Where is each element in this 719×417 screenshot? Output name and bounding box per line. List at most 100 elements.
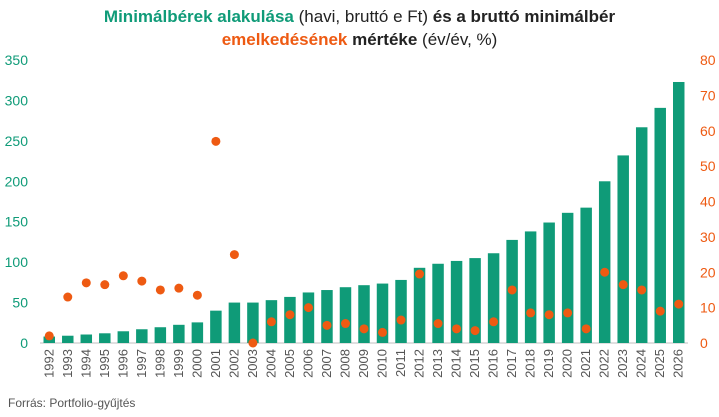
scatter-point bbox=[544, 310, 554, 320]
scatter-point bbox=[100, 280, 110, 290]
y-right-tick-label: 30 bbox=[700, 229, 716, 245]
x-tick-label: 1999 bbox=[171, 349, 186, 378]
bar bbox=[284, 296, 296, 343]
scatter-point bbox=[415, 269, 425, 279]
scatter-point bbox=[489, 317, 499, 327]
y-right-tick-label: 60 bbox=[700, 123, 716, 139]
title-line-1: Minimálbérek alakulása (havi, bruttó e F… bbox=[0, 5, 719, 28]
bar bbox=[80, 334, 93, 343]
y-left-tick-label: 0 bbox=[20, 335, 28, 351]
title-part-2: (havi, bruttó e Ft) bbox=[293, 7, 433, 26]
scatter-point bbox=[192, 290, 202, 300]
bar bbox=[210, 310, 222, 343]
bar bbox=[136, 329, 148, 343]
x-tick-label: 2008 bbox=[337, 349, 352, 378]
bar bbox=[395, 279, 407, 343]
scatter-point bbox=[81, 278, 91, 288]
x-tick-label: 2014 bbox=[449, 349, 464, 378]
scatter-point bbox=[526, 308, 536, 318]
bar bbox=[358, 285, 370, 343]
x-tick-label: 2003 bbox=[245, 349, 260, 378]
scatter-point bbox=[44, 331, 54, 341]
bar bbox=[635, 127, 648, 344]
scatter-point bbox=[229, 250, 239, 260]
source-note: Forrás: Portfolio-gyűjtés bbox=[8, 396, 136, 410]
bar bbox=[191, 322, 204, 343]
x-tick-label: 2000 bbox=[189, 349, 204, 378]
scatter-point bbox=[63, 292, 73, 302]
x-tick-label: 2019 bbox=[541, 349, 556, 378]
scatter-point bbox=[137, 276, 147, 286]
scatter-point bbox=[396, 315, 406, 325]
title-part-3: és a bruttó minimálbér bbox=[432, 7, 616, 26]
y-left-tick-label: 200 bbox=[5, 173, 29, 189]
bar bbox=[173, 324, 185, 343]
title-part-1: Minimálbérek alakulása bbox=[103, 7, 294, 26]
scatter-point bbox=[266, 317, 276, 327]
title-part-5: mértéke bbox=[347, 30, 418, 49]
x-tick-label: 2025 bbox=[652, 349, 667, 378]
x-tick-label: 2002 bbox=[226, 349, 241, 378]
scatter-point bbox=[452, 324, 462, 334]
y-left-tick-label: 300 bbox=[5, 92, 29, 108]
x-tick-label: 2015 bbox=[467, 349, 482, 378]
y-left-tick-label: 150 bbox=[5, 214, 29, 230]
x-tick-label: 1997 bbox=[134, 349, 149, 378]
chart-title: Minimálbérek alakulása (havi, bruttó e F… bbox=[0, 5, 719, 51]
x-tick-label: 2009 bbox=[356, 349, 371, 378]
scatter-point bbox=[637, 285, 647, 295]
x-tick-label: 2020 bbox=[560, 349, 575, 378]
y-right-tick-label: 80 bbox=[700, 52, 716, 68]
bar bbox=[117, 331, 130, 343]
bar bbox=[580, 207, 592, 343]
bar bbox=[487, 253, 500, 343]
x-tick-label: 2006 bbox=[300, 349, 315, 378]
y-left-tick-label: 100 bbox=[5, 254, 29, 270]
bar bbox=[99, 333, 111, 343]
x-tick-label: 1992 bbox=[41, 349, 56, 378]
title-line-2: emelkedésének mértéke (év/év, %) bbox=[0, 28, 719, 51]
y-right-tick-label: 40 bbox=[700, 194, 716, 210]
x-tick-label: 2004 bbox=[263, 349, 278, 378]
bar bbox=[413, 267, 426, 343]
bar bbox=[654, 107, 666, 343]
x-tick-label: 1993 bbox=[60, 349, 75, 378]
scatter-point bbox=[674, 299, 684, 309]
y-left-tick-label: 350 bbox=[5, 52, 29, 68]
x-tick-label: 2001 bbox=[208, 349, 223, 378]
x-tick-label: 1996 bbox=[115, 349, 130, 378]
bar bbox=[154, 327, 167, 343]
scatter-point bbox=[285, 310, 295, 320]
scatter-point bbox=[340, 319, 350, 329]
bar bbox=[469, 258, 481, 343]
scatter-point bbox=[303, 303, 313, 313]
x-tick-label: 2012 bbox=[412, 349, 427, 378]
bar bbox=[543, 222, 555, 343]
scatter-point bbox=[174, 283, 184, 293]
x-tick-label: 2026 bbox=[671, 349, 686, 378]
scatter-point bbox=[655, 306, 665, 316]
scatter-point bbox=[118, 271, 128, 281]
title-part-4: emelkedésének bbox=[221, 30, 348, 49]
x-tick-label: 2023 bbox=[615, 349, 630, 378]
x-tick-label: 2021 bbox=[578, 349, 593, 378]
bar bbox=[228, 302, 241, 343]
scatter-point bbox=[433, 319, 443, 329]
bar bbox=[339, 287, 352, 343]
bar bbox=[524, 231, 537, 343]
x-tick-label: 2010 bbox=[375, 349, 390, 378]
scatter-point bbox=[470, 326, 480, 336]
bar bbox=[617, 155, 629, 343]
scatter-point bbox=[618, 280, 628, 290]
x-tick-label: 1994 bbox=[78, 349, 93, 378]
x-tick-label: 2022 bbox=[597, 349, 612, 378]
y-left-tick-label: 50 bbox=[12, 295, 28, 311]
y-right-tick-label: 50 bbox=[700, 158, 716, 174]
x-tick-label: 2013 bbox=[430, 349, 445, 378]
scatter-point bbox=[581, 324, 591, 334]
bar bbox=[450, 260, 463, 343]
x-tick-label: 2018 bbox=[523, 349, 538, 378]
scatter-point bbox=[507, 285, 517, 295]
x-tick-label: 1998 bbox=[152, 349, 167, 378]
